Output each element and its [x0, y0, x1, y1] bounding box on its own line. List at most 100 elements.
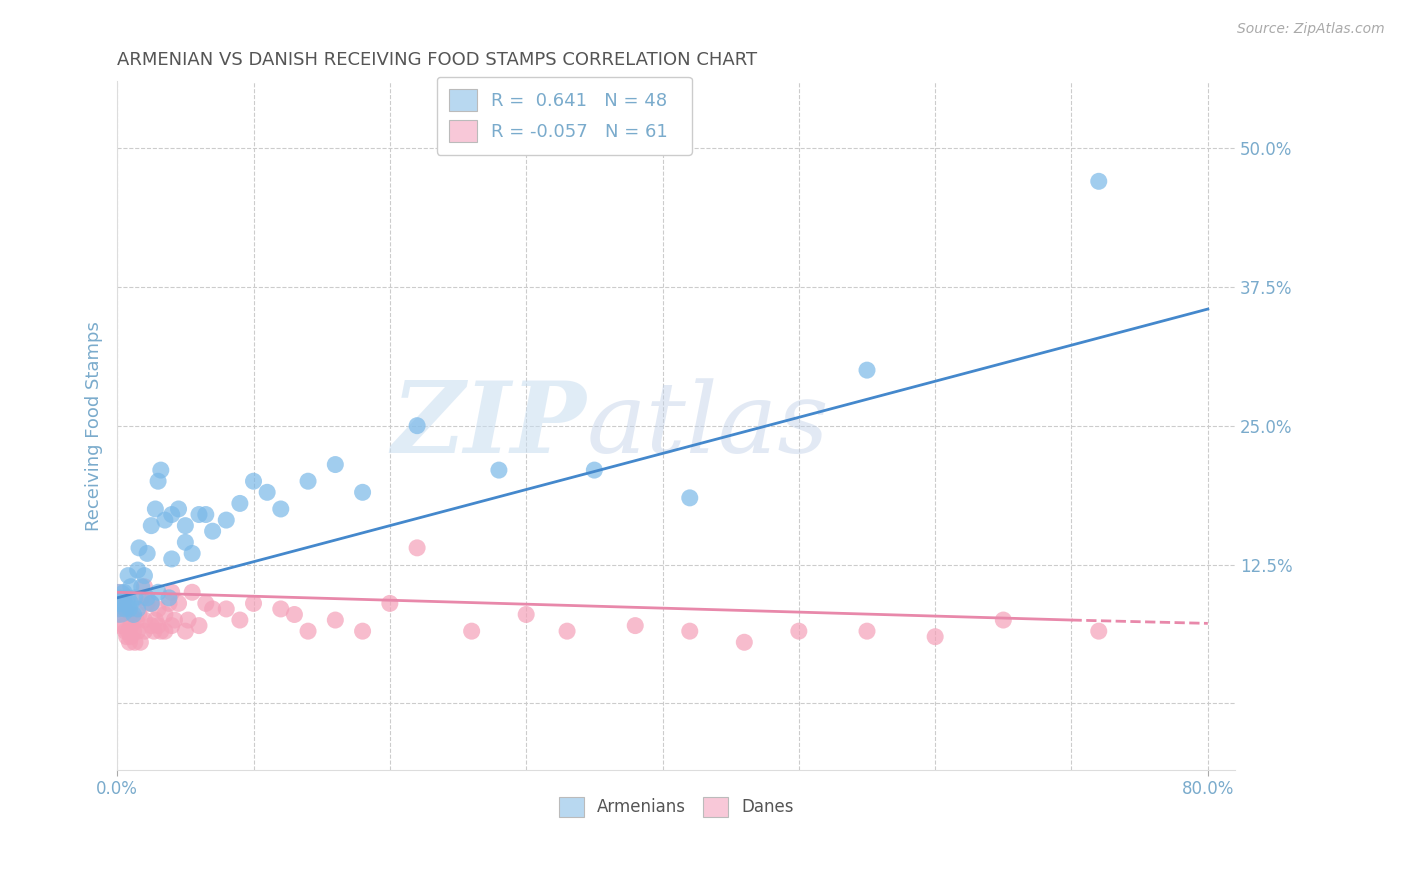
Point — [136, 591, 159, 605]
Point — [270, 502, 292, 516]
Point — [114, 624, 136, 639]
Point — [733, 635, 755, 649]
Point — [194, 596, 217, 610]
Point — [215, 602, 238, 616]
Point — [406, 541, 429, 555]
Point — [110, 602, 132, 616]
Point — [177, 613, 200, 627]
Point — [242, 596, 264, 610]
Point — [149, 463, 172, 477]
Point — [128, 541, 150, 555]
Point — [167, 502, 190, 516]
Point — [283, 607, 305, 622]
Point — [583, 463, 606, 477]
Point — [153, 513, 176, 527]
Point — [127, 563, 149, 577]
Point — [256, 485, 278, 500]
Point — [163, 613, 186, 627]
Point — [1087, 624, 1109, 639]
Point — [488, 463, 510, 477]
Point — [229, 613, 252, 627]
Legend: Armenians, Danes: Armenians, Danes — [553, 790, 800, 823]
Point — [323, 458, 346, 472]
Point — [134, 613, 156, 627]
Point — [146, 618, 169, 632]
Point — [146, 602, 169, 616]
Point — [215, 513, 238, 527]
Point — [124, 635, 146, 649]
Point — [160, 585, 183, 599]
Point — [108, 602, 131, 616]
Point — [124, 591, 146, 605]
Point — [167, 596, 190, 610]
Point — [112, 585, 135, 599]
Point — [125, 613, 148, 627]
Point — [181, 585, 204, 599]
Point — [107, 596, 129, 610]
Point — [297, 474, 319, 488]
Point — [141, 596, 163, 610]
Point — [141, 596, 163, 610]
Point — [188, 618, 211, 632]
Point — [174, 624, 197, 639]
Point — [129, 635, 152, 649]
Point — [134, 580, 156, 594]
Point — [160, 552, 183, 566]
Text: atlas: atlas — [586, 378, 830, 474]
Point — [460, 624, 482, 639]
Point — [118, 635, 141, 649]
Point — [120, 596, 142, 610]
Point — [181, 546, 204, 560]
Text: Source: ZipAtlas.com: Source: ZipAtlas.com — [1237, 22, 1385, 37]
Point — [157, 596, 180, 610]
Point — [679, 491, 702, 505]
Point — [157, 591, 180, 605]
Point — [146, 585, 169, 599]
Point — [149, 624, 172, 639]
Point — [110, 596, 132, 610]
Point — [115, 630, 138, 644]
Point — [174, 518, 197, 533]
Point — [856, 363, 879, 377]
Point — [555, 624, 578, 639]
Point — [131, 591, 153, 605]
Point — [120, 580, 142, 594]
Point — [120, 607, 142, 622]
Point — [120, 630, 142, 644]
Point — [108, 613, 131, 627]
Point — [352, 485, 374, 500]
Point — [127, 602, 149, 616]
Point — [624, 618, 647, 632]
Point — [406, 418, 429, 433]
Point — [242, 474, 264, 488]
Point — [297, 624, 319, 639]
Point — [160, 508, 183, 522]
Point — [323, 613, 346, 627]
Point — [117, 568, 139, 582]
Point — [110, 596, 132, 610]
Point — [127, 624, 149, 639]
Point — [141, 618, 163, 632]
Point — [122, 607, 145, 622]
Point — [107, 591, 129, 605]
Point — [993, 613, 1015, 627]
Point — [924, 630, 946, 644]
Point — [515, 607, 537, 622]
Point — [153, 624, 176, 639]
Point — [378, 596, 401, 610]
Text: ARMENIAN VS DANISH RECEIVING FOOD STAMPS CORRELATION CHART: ARMENIAN VS DANISH RECEIVING FOOD STAMPS… — [117, 51, 758, 69]
Point — [153, 607, 176, 622]
Point — [134, 624, 156, 639]
Point — [117, 624, 139, 639]
Point — [143, 613, 166, 627]
Point — [229, 496, 252, 510]
Point — [128, 607, 150, 622]
Point — [141, 518, 163, 533]
Point — [114, 602, 136, 616]
Point — [136, 596, 159, 610]
Point — [143, 624, 166, 639]
Y-axis label: Receiving Food Stamps: Receiving Food Stamps — [86, 321, 103, 531]
Point — [146, 474, 169, 488]
Point — [160, 618, 183, 632]
Point — [112, 618, 135, 632]
